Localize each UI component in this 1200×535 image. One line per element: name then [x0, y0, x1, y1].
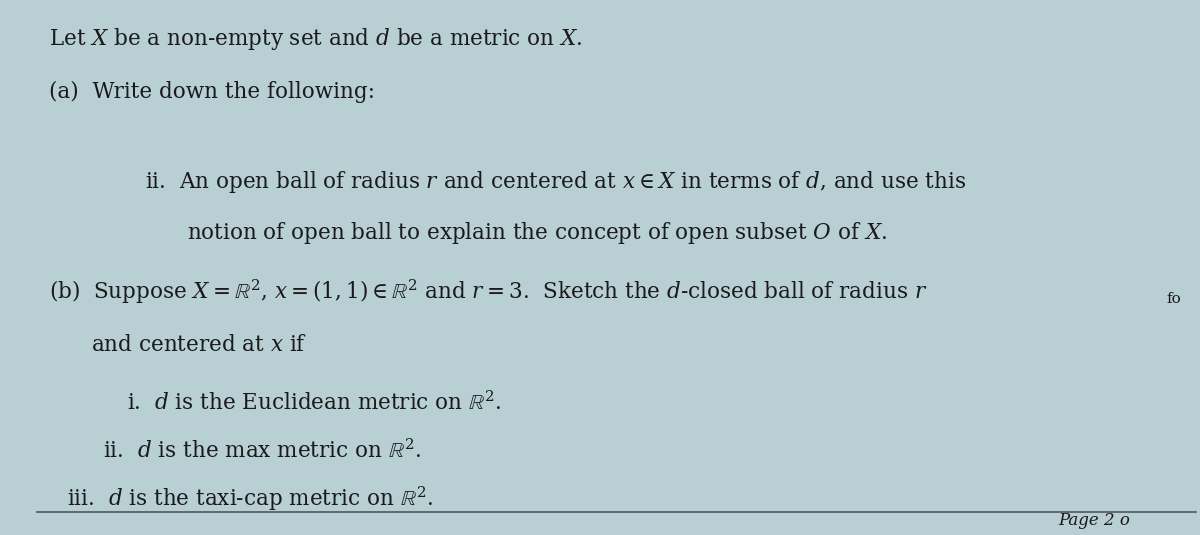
Text: and centered at $x$ if: and centered at $x$ if	[91, 334, 307, 356]
Text: i.  $d$ is the Euclidean metric on $\mathbb{R}^2$.: i. $d$ is the Euclidean metric on $\math…	[127, 392, 502, 415]
Text: notion of open ball to explain the concept of open subset $O$ of $X$.: notion of open ball to explain the conce…	[186, 220, 887, 246]
Text: iii.  $d$ is the taxi-cap metric on $\mathbb{R}^2$.: iii. $d$ is the taxi-cap metric on $\mat…	[67, 485, 433, 513]
Text: ii.  An open ball of radius $r$ and centered at $x \in X$ in terms of $d$, and u: ii. An open ball of radius $r$ and cente…	[145, 170, 966, 195]
Text: ii.  $d$ is the max metric on $\mathbb{R}^2$.: ii. $d$ is the max metric on $\mathbb{R}…	[103, 439, 421, 463]
Text: (b)  Suppose $X = \mathbb{R}^2$, $x = (1,1) \in \mathbb{R}^2$ and $r = 3$.  Sket: (b) Suppose $X = \mathbb{R}^2$, $x = (1,…	[49, 277, 928, 305]
Text: Let $X$ be a non-empty set and $d$ be a metric on $X$.: Let $X$ be a non-empty set and $d$ be a …	[49, 26, 583, 52]
Text: (a)  Write down the following:: (a) Write down the following:	[49, 81, 376, 103]
Text: Page 2 o: Page 2 o	[1058, 513, 1130, 529]
Text: fo: fo	[1166, 293, 1181, 307]
